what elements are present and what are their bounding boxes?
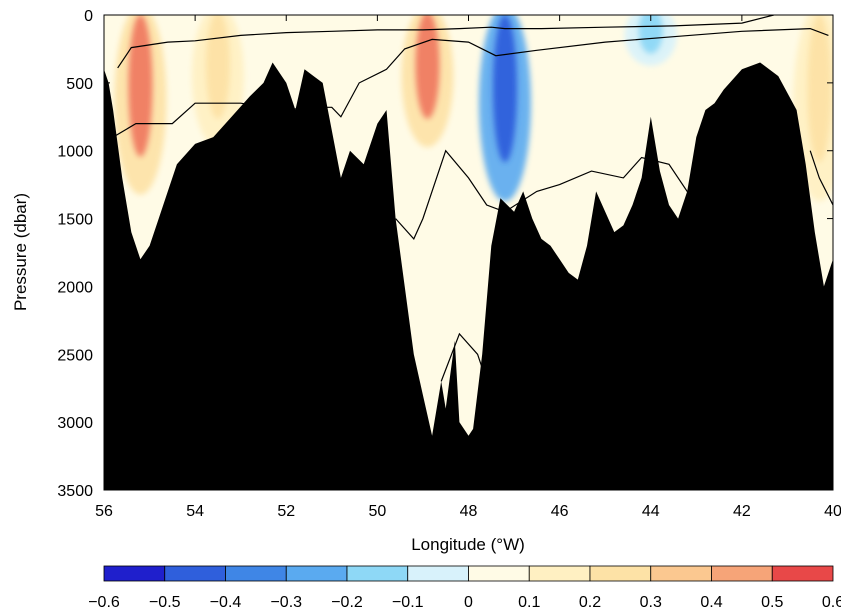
- x-tick-label: 44: [642, 503, 660, 520]
- colorbar-tick-label: −0.3: [270, 594, 302, 611]
- x-tick-label: 42: [733, 503, 751, 520]
- x-tick-label: 52: [277, 503, 295, 520]
- x-tick-label: 50: [368, 503, 386, 520]
- colorbar-segment: [468, 565, 530, 582]
- x-tick-label: 46: [551, 503, 569, 520]
- colorbar-tick-label: −0.5: [149, 594, 181, 611]
- y-tick-label: 1000: [57, 144, 93, 161]
- anomaly-core: [128, 15, 153, 157]
- colorbar-tick-label: 0.5: [761, 594, 783, 611]
- colorbar-tick-label: 0.3: [640, 594, 662, 611]
- colorbar-tick-label: −0.4: [210, 594, 242, 611]
- colorbar-tick-label: −0.1: [392, 594, 424, 611]
- colorbar-segment: [346, 565, 409, 582]
- contour-line: [809, 150, 833, 206]
- x-tick-label: 48: [460, 503, 478, 520]
- y-tick-label: 3000: [57, 415, 93, 432]
- anomaly-field: [114, 15, 833, 202]
- x-tick-label: 40: [824, 503, 841, 520]
- y-tick-label: 3500: [57, 483, 93, 500]
- colorbar-segment: [528, 565, 591, 582]
- anomaly-core: [638, 15, 663, 54]
- colorbar-segment: [164, 565, 226, 582]
- anomaly-core: [205, 15, 230, 119]
- y-axis-label: Pressure (dbar): [11, 193, 30, 311]
- y-tick-label: 2500: [57, 347, 93, 364]
- colorbar: −0.6 −0.5 −0.4 −0.3 −0.2 −0.1 0 0.1 0.2 0.3 0.4 0.5…: [88, 565, 841, 611]
- colorbar-segment: [103, 565, 166, 582]
- colorbar-tick-label: 0.2: [579, 594, 601, 611]
- x-tick-label: 54: [186, 503, 204, 520]
- y-tick-label: 500: [66, 76, 93, 93]
- colorbar-tick-label: 0.4: [700, 594, 722, 611]
- x-axis: 56 54 52 50 48 46 44 42 40: [95, 15, 841, 520]
- contour-lines: [112, 15, 833, 382]
- colorbar-segment: [711, 565, 773, 582]
- colorbar-tick-label: 0: [464, 594, 473, 611]
- contour-line: [112, 27, 829, 138]
- x-tick-label: 56: [95, 503, 113, 520]
- contour-line: [117, 15, 774, 69]
- colorbar-segment: [589, 565, 652, 582]
- plot-area: [103, 14, 834, 491]
- colorbar-segment: [285, 565, 348, 582]
- colorbar-segment: [771, 565, 834, 582]
- anomaly-core: [492, 15, 517, 163]
- colorbar-tick-label: −0.6: [88, 594, 120, 611]
- y-tick-label: 2000: [57, 279, 93, 296]
- colorbar-segment: [407, 565, 469, 582]
- y-tick-label: 1500: [57, 212, 93, 229]
- colorbar-tick-label: −0.2: [331, 594, 363, 611]
- bathymetry-seafloor: [104, 62, 833, 490]
- colorbar-segment: [225, 565, 287, 582]
- x-axis-label: Longitude (°W): [411, 535, 525, 554]
- colorbar-tick-label: 0.1: [518, 594, 540, 611]
- colorbar-segment: [650, 565, 712, 582]
- colorbar-tick-label: 0.6: [822, 594, 841, 611]
- anomaly-core: [415, 15, 440, 119]
- y-tick-label: 0: [84, 8, 93, 25]
- contour-line: [395, 149, 706, 240]
- y-axis: 0 500 1000 1500 2000 2500 3000 3500: [57, 8, 833, 500]
- anomaly-core: [807, 15, 832, 163]
